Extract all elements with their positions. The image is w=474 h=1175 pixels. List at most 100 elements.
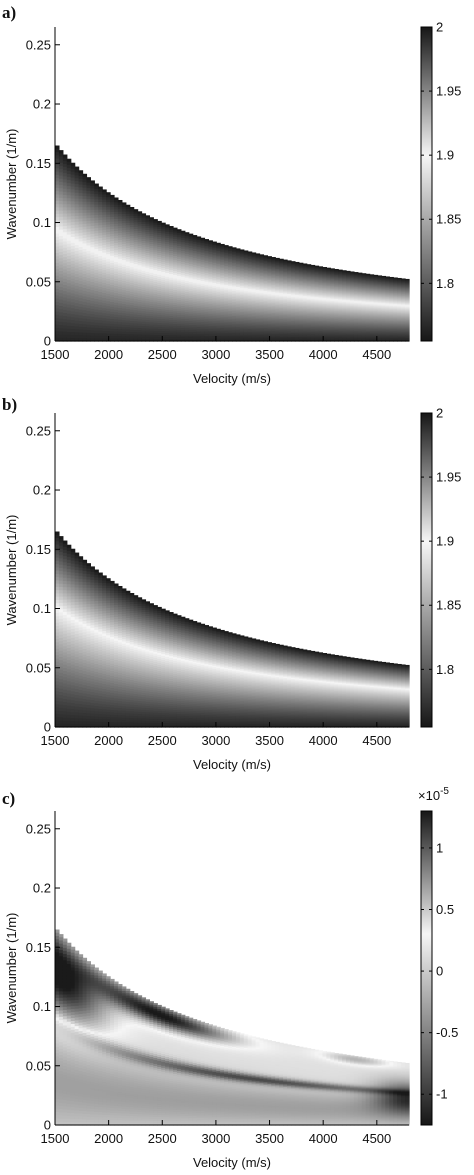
heatmap-cell [121, 317, 127, 321]
heatmap-cell [66, 170, 72, 175]
heatmap-cell [102, 298, 107, 302]
heatmap-cell [137, 250, 143, 253]
heatmap-cell [255, 332, 261, 335]
heatmap-cell [294, 327, 300, 330]
heatmap-cell [287, 316, 292, 319]
heatmap-cell [279, 316, 284, 319]
heatmap-cell [188, 239, 194, 242]
heatmap-cell [157, 335, 162, 338]
heatmap-cell [357, 322, 363, 325]
heatmap-cell [377, 334, 383, 337]
heatmap-cell [55, 145, 60, 150]
heatmap-cell [82, 288, 88, 292]
heatmap-cell [224, 329, 229, 333]
heatmap-cell [161, 339, 166, 342]
heatmap-cell [184, 266, 190, 270]
heatmap-cell [287, 264, 292, 267]
heatmap-cell [334, 290, 339, 293]
heatmap-cell [287, 292, 292, 295]
heatmap-cell [149, 291, 154, 295]
heatmap-cell [318, 288, 324, 291]
heatmap-cell [157, 254, 162, 258]
heatmap-cell [314, 337, 320, 340]
heatmap-cell [78, 252, 84, 257]
heatmap-cell [157, 302, 162, 306]
heatmap-cell [334, 319, 339, 322]
heatmap-cell [318, 324, 324, 327]
heatmap-cell [239, 315, 245, 318]
heatmap-cell [137, 248, 143, 251]
heatmap-cell [102, 202, 107, 206]
heatmap-cell [298, 310, 304, 313]
heatmap-cell [377, 330, 383, 332]
heatmap-cell [90, 314, 95, 318]
heatmap-cell [192, 295, 198, 298]
heatmap-cell [369, 338, 375, 341]
heatmap-cell [78, 204, 84, 208]
heatmap-cell [180, 273, 186, 276]
heatmap-cell [66, 319, 72, 324]
heatmap-cell [74, 297, 80, 301]
heatmap-cell [275, 336, 280, 339]
heatmap-cell [259, 315, 265, 318]
heatmap-cell [318, 267, 324, 270]
heatmap-cell [165, 269, 170, 272]
heatmap-cell [98, 307, 103, 311]
heatmap-cell [255, 311, 261, 314]
heatmap-cell [369, 274, 375, 277]
heatmap-cell [204, 266, 209, 269]
heatmap-cell [110, 253, 115, 257]
heatmap-cell [314, 335, 320, 338]
heatmap-cell [208, 243, 213, 246]
heatmap-cell [66, 222, 72, 227]
heatmap-cell [86, 207, 91, 211]
heatmap-cell [318, 287, 324, 290]
heatmap-cell [291, 271, 296, 274]
heatmap-cell [212, 281, 217, 284]
heatmap-cell [78, 232, 84, 237]
heatmap-cell [141, 268, 147, 272]
heatmap-cell [114, 307, 119, 311]
heatmap-cell [322, 336, 327, 338]
heatmap-cell [173, 240, 178, 244]
heatmap-cell [121, 283, 127, 287]
heatmap-cell [224, 331, 229, 334]
heatmap-cell [117, 291, 123, 295]
heatmap-cell [275, 270, 280, 273]
heatmap-cell [169, 268, 174, 271]
heatmap-cell [192, 310, 198, 314]
heatmap-cell [357, 313, 363, 316]
heatmap-cell [334, 313, 339, 316]
heatmap-cell [74, 311, 80, 316]
heatmap-cell [251, 281, 257, 285]
heatmap-cell [129, 240, 135, 244]
heatmap-cell [224, 313, 229, 317]
heatmap-cell [330, 331, 335, 334]
heatmap-cell [153, 302, 158, 306]
heatmap-cell [235, 316, 241, 319]
heatmap-cell [350, 284, 355, 286]
heatmap-cell [141, 251, 147, 255]
heatmap-cell [235, 283, 241, 287]
heatmap-cell [161, 307, 166, 311]
heatmap-cell [90, 239, 95, 243]
heatmap-cell [165, 280, 170, 284]
heatmap-cell [110, 202, 115, 206]
heatmap-cell [255, 320, 261, 323]
heatmap-cell [255, 307, 261, 310]
heatmap-cell [102, 242, 107, 246]
heatmap-cell [224, 333, 229, 336]
heatmap-cell [208, 275, 213, 278]
heatmap-cell [192, 235, 198, 238]
heatmap-cell [334, 279, 339, 282]
heatmap-cell [365, 337, 371, 340]
heatmap-cell [165, 259, 170, 262]
heatmap-cell [208, 320, 213, 324]
heatmap-cell [117, 251, 123, 255]
heatmap-cell [141, 272, 147, 276]
heatmap-cell [192, 247, 198, 250]
heatmap-cell [224, 254, 229, 257]
heatmap-cell [275, 324, 280, 327]
heatmap-cell [184, 288, 190, 291]
heatmap-cell [169, 279, 174, 283]
